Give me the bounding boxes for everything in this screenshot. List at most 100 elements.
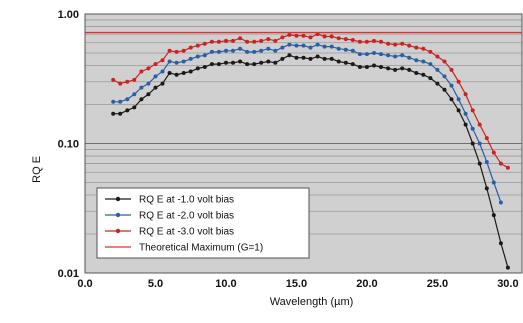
data-point [224, 48, 228, 53]
data-point [294, 43, 299, 48]
data-point [111, 77, 116, 82]
data-point [231, 60, 235, 65]
plot-frame [84, 13, 523, 274]
data-point [463, 111, 468, 116]
data-point [280, 56, 285, 61]
data-point [400, 41, 405, 46]
data-point [231, 48, 235, 53]
x-tick-label: 30.0 [497, 278, 518, 290]
axes: 0.01 0.10 1.00 0.0 5.0 10.0 15.0 20.0 25.0 30.0 [58, 9, 523, 290]
data-point [245, 39, 250, 44]
data-point [224, 60, 228, 65]
data-point [301, 55, 306, 60]
data-point [414, 58, 419, 63]
data-point [491, 150, 496, 155]
x-tick-label: 20.0 [356, 278, 377, 290]
data-point [491, 180, 496, 185]
y-tick-label: 0.01 [58, 268, 79, 280]
data-point [174, 60, 179, 65]
data-point [294, 33, 299, 38]
y-axis-label: RQ E [31, 156, 43, 183]
data-point [400, 53, 405, 58]
data-point [118, 99, 123, 104]
data-point [357, 39, 362, 44]
x-tick-label: 25.0 [427, 278, 448, 290]
legend-label: RQ E at -2.0 volt bias [139, 211, 234, 222]
data-point [238, 46, 243, 51]
data-point [357, 52, 362, 57]
data-point [308, 56, 313, 61]
data-point [386, 41, 391, 46]
legend-marker [115, 228, 121, 234]
data-point [449, 67, 454, 72]
data-point [273, 38, 278, 43]
data-point [174, 72, 179, 77]
data-point [245, 62, 250, 67]
data-point [322, 56, 327, 61]
legend-label: Theoretical Maximum (G=1) [139, 243, 263, 254]
data-point [421, 72, 426, 77]
data-point [379, 52, 383, 57]
data-point [350, 48, 355, 53]
data-point [245, 49, 250, 54]
data-point [301, 33, 306, 38]
data-point [505, 265, 510, 270]
data-point [449, 83, 454, 88]
data-point [428, 49, 433, 54]
data-point [470, 126, 475, 131]
data-point [484, 186, 489, 191]
data-point [174, 49, 179, 54]
data-point [463, 92, 468, 97]
data-point [414, 45, 419, 50]
data-point [407, 67, 412, 72]
data-point [484, 136, 489, 141]
data-point [421, 46, 426, 51]
data-point [188, 56, 193, 61]
data-point [505, 165, 510, 170]
y-tick-label: 1.00 [58, 9, 79, 21]
data-point [435, 81, 440, 86]
data-point [435, 67, 440, 72]
data-point [209, 49, 214, 54]
legend-marker [115, 212, 121, 218]
data-point [456, 79, 461, 84]
data-point [336, 36, 341, 41]
data-point [308, 35, 313, 40]
data-point [393, 54, 398, 59]
series-1 [111, 53, 510, 270]
legend-label: RQ E at -3.0 volt bias [139, 227, 234, 238]
legend-marker [115, 196, 121, 202]
data-point [336, 46, 341, 51]
data-point [146, 66, 151, 71]
data-point [160, 58, 165, 63]
data-point [216, 62, 221, 67]
data-point [139, 85, 144, 90]
legend-box [96, 187, 310, 259]
data-point [393, 67, 398, 72]
data-point [188, 45, 193, 50]
data-point [491, 213, 496, 218]
data-point [393, 42, 398, 47]
data-point [379, 39, 383, 44]
data-point [259, 38, 264, 43]
series-2 [111, 42, 503, 205]
data-point [181, 59, 186, 64]
data-point [273, 48, 278, 53]
data-point [498, 200, 503, 205]
data-point [160, 69, 165, 74]
data-point [266, 37, 271, 42]
data-point [202, 53, 207, 58]
data-point [442, 87, 447, 92]
data-point [470, 108, 475, 113]
data-point [336, 59, 341, 64]
data-point [188, 69, 193, 74]
data-point [238, 59, 243, 64]
data-point [498, 241, 503, 246]
data-point [146, 81, 151, 86]
data-point [308, 45, 313, 50]
data-point [125, 97, 130, 102]
data-point [322, 44, 327, 49]
data-point [498, 161, 503, 166]
data-point [407, 43, 412, 48]
